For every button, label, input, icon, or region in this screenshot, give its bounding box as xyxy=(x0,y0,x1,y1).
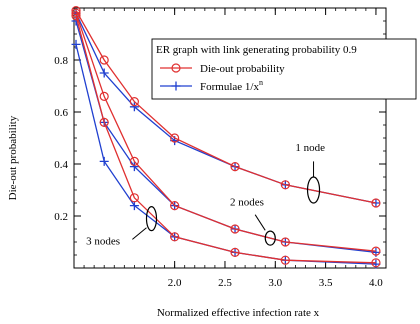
data-point xyxy=(170,201,180,211)
x-tick-label: 3.5 xyxy=(319,277,333,289)
y-axis-title: Die-out probability xyxy=(7,115,19,200)
data-point xyxy=(129,162,139,172)
legend-marker xyxy=(171,81,181,91)
annotation-layer: 1 node 2 nodes 3 nodes xyxy=(86,142,325,248)
data-point xyxy=(99,91,109,102)
legend-box xyxy=(151,38,417,100)
data-point xyxy=(129,201,139,211)
y-tick-label: 0.4 xyxy=(54,159,68,171)
y-tick-label: 0.6 xyxy=(54,107,68,119)
legend-superscript: n xyxy=(259,78,263,87)
annotation-leader-2-nodes xyxy=(254,214,266,231)
x-tick-label: 2.0 xyxy=(168,277,182,289)
data-point xyxy=(230,224,240,234)
data-point xyxy=(170,133,180,143)
y-tick-label: 0.2 xyxy=(54,211,68,223)
x-tick-label: 3.0 xyxy=(268,277,282,289)
series-layer xyxy=(71,6,381,269)
data-point xyxy=(371,198,381,208)
data-point xyxy=(99,156,109,166)
legend-marker xyxy=(171,63,181,73)
data-point xyxy=(129,96,139,107)
x-axis-title: Normalized effective infection rate x xyxy=(157,307,320,319)
data-point xyxy=(371,246,381,256)
series-line xyxy=(75,15,376,264)
legend-title: ER graph with link generating probabilit… xyxy=(156,44,357,56)
data-point xyxy=(280,255,290,265)
series-die-out-1-node xyxy=(71,6,381,208)
annotation-ellipse-2-nodes xyxy=(264,230,276,246)
x-tick-label: 4.0 xyxy=(369,277,383,289)
series-line xyxy=(75,10,377,204)
annotation-2-nodes: 2 nodes xyxy=(230,197,264,209)
legend-label: Die-out probability xyxy=(200,63,285,75)
data-point xyxy=(129,156,139,166)
data-point xyxy=(71,39,81,49)
data-point xyxy=(99,55,109,65)
data-point xyxy=(71,11,81,21)
data-point xyxy=(129,193,139,203)
annotation-ellipse-3-nodes xyxy=(145,206,158,232)
data-point xyxy=(99,117,109,128)
annotation-leader-3-nodes xyxy=(132,227,147,240)
annotation-3-nodes: 3 nodes xyxy=(86,236,120,248)
x-tick-label: 2.5 xyxy=(218,277,232,289)
data-point xyxy=(129,102,139,112)
series-formula-1-node xyxy=(71,8,381,208)
legend-label: Formulae 1/xn xyxy=(200,78,263,93)
y-tick-label: 0.8 xyxy=(54,55,68,67)
series-die-out-2-nodes xyxy=(71,8,381,256)
data-point xyxy=(371,258,381,268)
legend: ER graph with link generating probabilit… xyxy=(151,38,417,100)
data-point xyxy=(99,68,109,78)
annotation-1-node: 1 node xyxy=(295,142,325,154)
data-point xyxy=(170,232,180,242)
series-die-out-3-nodes xyxy=(71,11,381,268)
data-point xyxy=(230,247,240,257)
series-line xyxy=(75,12,377,252)
plot-frame-layer: 2.0 2.5 3.0 3.5 4.0 0.2 0.4 0.6 0.8 xyxy=(54,7,387,289)
data-point xyxy=(280,180,290,190)
data-point xyxy=(230,162,240,172)
data-point xyxy=(280,237,290,247)
